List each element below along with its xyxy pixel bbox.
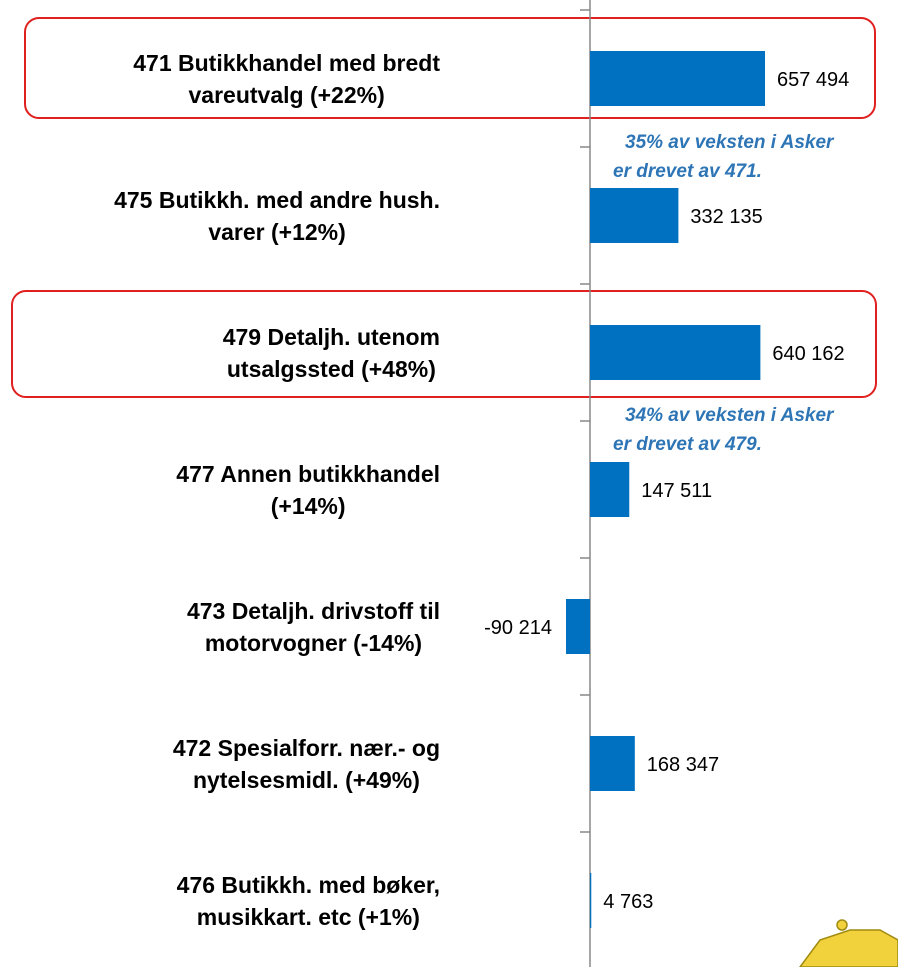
category-line: nytelsesmidl. (+49%) [192, 766, 420, 793]
category-line: vareutvalg (+22%) [188, 81, 385, 108]
value-label: -90 214 [484, 617, 552, 639]
category-line: 471 Butikkhandel med bredt [133, 49, 440, 76]
bar [590, 873, 592, 928]
value-label: 4 763 [603, 891, 653, 913]
category-label: 479 Detaljh. utenom utsalgssted (+48%) [223, 321, 440, 385]
category-line: utsalgssted (+48%) [226, 355, 436, 382]
bar [590, 736, 635, 791]
category-label: 471 Butikkhandel med bredt vareutvalg (+2… [133, 47, 440, 111]
category-line: 475 Butikkh. med andre hush. [114, 186, 440, 213]
highlight-box [11, 290, 877, 398]
category-label: 472 Spesialforr. nær.- og nytelsesmidl. (… [173, 732, 440, 796]
category-line: musikkart. etc (+1%) [196, 903, 420, 930]
highlight-box [24, 17, 876, 119]
category-line: 479 Detaljh. utenom [222, 323, 440, 350]
bar [590, 51, 765, 106]
value-label: 657 494 [777, 69, 849, 91]
value-label: 147 511 [641, 480, 712, 502]
category-line: 477 Annen butikkhandel [176, 460, 440, 487]
category-line: varer (+12%) [208, 218, 346, 245]
category-line: (+14%) [270, 492, 346, 519]
bar [590, 462, 630, 517]
category-line: 473 Detaljh. drivstoff til [186, 597, 440, 624]
category-line: 476 Butikkh. med bøker, [176, 871, 440, 898]
category-label: 475 Butikkh. med andre hush. varer (+12%) [114, 184, 440, 248]
category-label: 476 Butikkh. med bøker, musikkart. etc (+… [177, 869, 440, 933]
bar [590, 188, 679, 243]
category-line: 472 Spesialforr. nær.- og [172, 734, 440, 761]
annotation: 35% av veksten i Asker [625, 132, 835, 153]
value-label: 168 347 [647, 754, 719, 776]
annotation: 34% av veksten i Asker [625, 405, 835, 426]
annotation: er drevet av 479. [613, 434, 762, 455]
value-label: 332 135 [690, 206, 762, 228]
category-line: motorvogner (-14%) [204, 629, 423, 656]
logo [799, 919, 898, 967]
annotation: er drevet av 471. [613, 161, 762, 182]
category-label: 477 Annen butikkhandel (+14%) [176, 458, 440, 522]
bar [590, 325, 761, 380]
value-label: 640 162 [772, 343, 844, 365]
category-label: 473 Detaljh. drivstoff til motorvogner (-… [187, 595, 440, 659]
bar [565, 599, 590, 654]
